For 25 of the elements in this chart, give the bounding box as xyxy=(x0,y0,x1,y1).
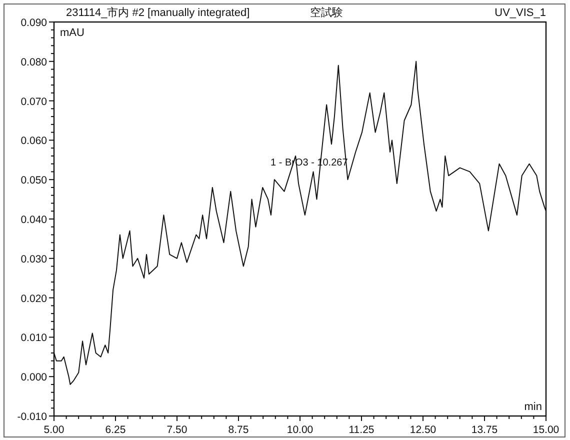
y-tick-label: 0.090 xyxy=(20,17,48,29)
x-tick-label: 5.00 xyxy=(44,424,64,436)
x-tick-label: 11.25 xyxy=(348,424,374,436)
y-axis-title: mAU xyxy=(60,27,84,39)
y-tick-label: 0.010 xyxy=(20,332,48,344)
chart-title: 231114_市内 #2 [manually integrated] xyxy=(66,6,250,19)
x-tick-label: 12.50 xyxy=(410,424,436,436)
text: UV_VIS_1 xyxy=(494,7,546,19)
y-tick-label: 0.000 xyxy=(20,372,48,384)
x-tick-label: 13.75 xyxy=(471,424,498,436)
y-tick-label: 0.080 xyxy=(20,56,48,68)
y-tick-label: 0.020 xyxy=(20,292,48,305)
chart-subtitle: 空試験 xyxy=(310,6,343,19)
x-tick-label: 6.25 xyxy=(105,424,126,436)
y-tick-label: 0.030 xyxy=(20,253,48,266)
x-tick-label: 15.00 xyxy=(532,424,560,436)
y-tick-label: 0.060 xyxy=(20,135,48,148)
x-tick-label: 10.00 xyxy=(286,424,314,436)
x-tick-label: 7.50 xyxy=(166,424,188,436)
x-tick-label: 8.75 xyxy=(228,424,249,436)
y-tick-label: 0.040 xyxy=(20,214,48,226)
x-axis-title: min xyxy=(524,401,542,413)
y-tick-label: 0.050 xyxy=(20,174,48,187)
y-tick-label: -0.010 xyxy=(17,411,48,423)
y-tick-label: 0.070 xyxy=(20,96,48,108)
